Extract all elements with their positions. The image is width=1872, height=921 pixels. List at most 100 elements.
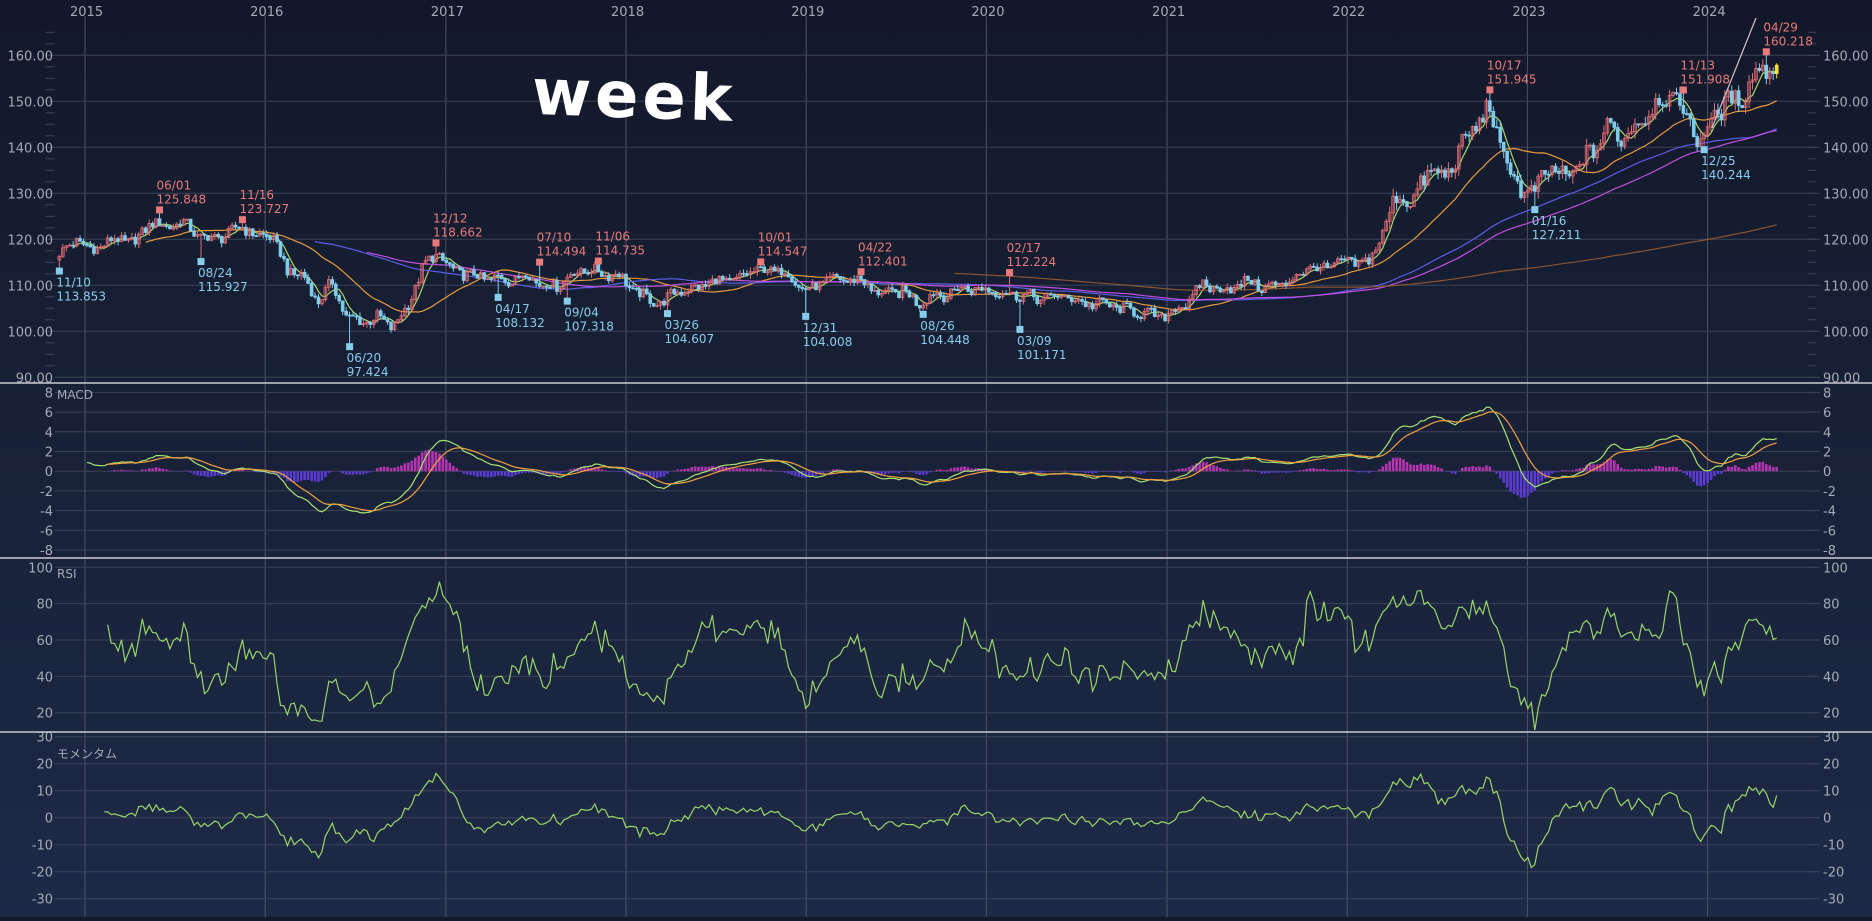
low-marker <box>198 258 205 265</box>
high-marker <box>595 258 602 265</box>
candle-body <box>1326 263 1329 268</box>
right-y-tick-label: 10 <box>1823 785 1840 800</box>
macd-histogram-bar <box>601 470 604 472</box>
macd-histogram-bar <box>1654 466 1657 471</box>
candle-body <box>445 260 448 262</box>
candle-body <box>383 316 386 319</box>
candle-body <box>846 281 849 283</box>
macd-histogram-bar <box>746 469 749 472</box>
right-y-tick-label: -8 <box>1823 544 1836 559</box>
candle-body <box>1350 257 1353 258</box>
high-date-label: 06/01 <box>157 178 192 192</box>
candle-body <box>714 279 717 284</box>
right-y-tick-label: 0 <box>1823 812 1831 827</box>
macd-histogram-bar <box>1357 471 1360 472</box>
macd-histogram-bar <box>1610 459 1613 471</box>
low-marker <box>920 311 927 318</box>
candle-body <box>1765 65 1768 78</box>
candle-body <box>1032 289 1035 296</box>
candle-body <box>1395 196 1398 202</box>
candle-body <box>255 236 258 237</box>
candle-body <box>780 268 783 275</box>
candle-body <box>1205 280 1208 286</box>
candle-body <box>1247 276 1250 280</box>
candle-body <box>1340 259 1343 260</box>
momentum-title: モメンタム <box>57 747 117 761</box>
candle <box>279 241 282 258</box>
macd-histogram-bar <box>241 470 244 471</box>
macd-histogram-bar <box>1378 469 1381 471</box>
candle-body <box>804 289 807 290</box>
macd-histogram-bar <box>735 468 738 471</box>
macd-histogram-bar <box>1710 471 1713 480</box>
high-value-label: 160.218 <box>1763 34 1813 48</box>
left-y-tick-label: 100.00 <box>8 325 54 340</box>
macd-histogram-bar <box>1364 471 1367 472</box>
candle-body <box>448 263 451 265</box>
macd-histogram-bar <box>1292 471 1295 472</box>
candle-body <box>1129 303 1132 308</box>
high-value-label: 112.401 <box>858 254 908 268</box>
candle-body <box>839 276 842 279</box>
macd-histogram-bar <box>359 471 362 474</box>
macd-histogram-bar <box>1765 464 1768 471</box>
candle-body <box>310 283 313 296</box>
right-y-tick-label: 0 <box>1823 465 1831 480</box>
macd-histogram-bar <box>1551 471 1554 473</box>
macd-histogram-bar <box>203 471 206 476</box>
macd-histogram-bar <box>915 471 918 474</box>
left-y-tick-label: 20 <box>36 758 53 773</box>
candle-body <box>759 267 762 268</box>
macd-histogram-bar <box>780 471 783 472</box>
candle-body <box>1091 304 1094 309</box>
high-date-label: 02/17 <box>1007 241 1042 255</box>
candle-body <box>504 279 507 283</box>
candle-body <box>628 286 631 288</box>
macd-histogram-bar <box>1572 470 1575 471</box>
right-y-tick-label: 30 <box>1823 731 1840 746</box>
candle-body <box>1119 307 1122 312</box>
candle-body <box>1036 297 1039 304</box>
macd-histogram-bar <box>1502 471 1505 483</box>
macd-histogram-bar <box>1706 471 1709 483</box>
high-date-label: 11/06 <box>595 230 630 244</box>
candle-body <box>359 317 362 325</box>
macd-histogram-bar <box>1513 471 1516 494</box>
low-date-label: 11/10 <box>56 276 91 290</box>
low-date-label: 09/04 <box>564 306 599 320</box>
macd-histogram-bar <box>559 471 562 473</box>
macd-histogram-bar <box>442 457 445 472</box>
macd-histogram-bar <box>1419 463 1422 471</box>
macd-histogram-bar <box>1406 462 1409 471</box>
macd-histogram-bar <box>1627 469 1630 471</box>
candle <box>207 235 210 241</box>
macd-histogram-bar <box>701 467 704 472</box>
left-y-tick-label: -6 <box>40 524 53 539</box>
candle-body <box>124 236 127 241</box>
macd-histogram-bar <box>1464 467 1467 471</box>
macd-histogram-bar <box>410 461 413 472</box>
left-y-tick-label: 80 <box>36 598 53 613</box>
low-value-label: 101.171 <box>1017 348 1067 362</box>
candle <box>898 291 901 299</box>
macd-histogram-bar <box>1330 470 1333 471</box>
candle-body <box>390 322 393 330</box>
x-tick-label: 2024 <box>1693 5 1726 20</box>
macd-histogram-bar <box>936 470 939 471</box>
macd-histogram-bar <box>1534 471 1537 490</box>
macd-histogram-bar <box>207 471 210 477</box>
candle-body <box>518 277 521 278</box>
candle-body <box>538 283 541 286</box>
low-marker <box>1531 206 1538 213</box>
macd-histogram-bar <box>1236 470 1239 471</box>
macd-histogram-bar <box>1699 471 1702 486</box>
candle-body <box>207 235 210 240</box>
candle-body <box>459 267 462 270</box>
macd-histogram-bar <box>328 471 331 473</box>
low-marker <box>56 268 63 275</box>
macd-histogram-bar <box>1451 471 1454 473</box>
candle-body <box>1741 105 1744 107</box>
candle-body <box>286 259 289 275</box>
candle-body <box>1533 186 1536 192</box>
